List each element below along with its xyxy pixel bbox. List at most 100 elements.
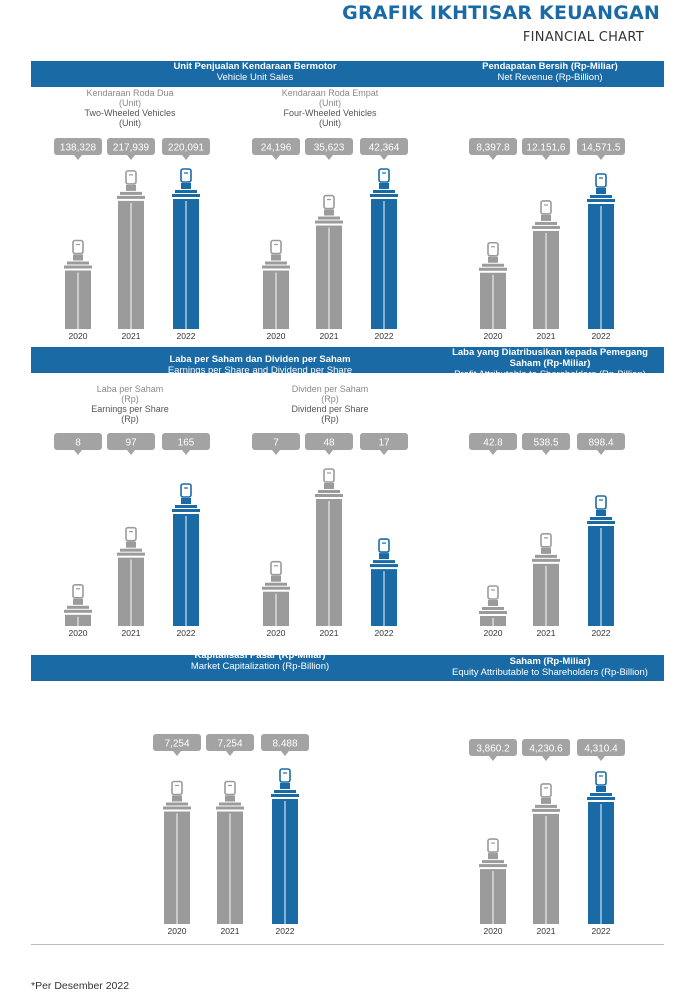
value-callout: 8,397.8 bbox=[469, 138, 517, 160]
data-label: 17 bbox=[378, 438, 390, 449]
chart-4: 8 2020 97 2021 165 2022 bbox=[54, 433, 210, 638]
value-callout: 97 bbox=[107, 433, 155, 455]
market-cap-header: Kapitalisasi Pasar (Rp-Miliar) Market Ca… bbox=[190, 650, 330, 672]
x-tick-label: 2022 bbox=[592, 926, 611, 936]
data-label: 8 bbox=[75, 438, 81, 449]
value-callout: 24,196 bbox=[252, 138, 300, 160]
bar-2020 bbox=[479, 585, 507, 626]
value-callout: 7 bbox=[252, 433, 300, 455]
x-tick-label: 2020 bbox=[484, 926, 503, 936]
bar-2022 bbox=[587, 173, 615, 329]
data-label: 8.488 bbox=[272, 739, 297, 750]
x-tick-label: 2022 bbox=[177, 331, 196, 341]
bar-2020 bbox=[64, 239, 92, 329]
value-callout: 35,623 bbox=[305, 138, 353, 160]
equity-attributable-header: Ekuitas yang Diatribusikan kepada Pemega… bbox=[446, 645, 654, 678]
two-wheel-label: Kendaraan Roda Dua (Unit) Two-Wheeled Ve… bbox=[84, 88, 176, 128]
data-label: 538.5 bbox=[533, 438, 558, 449]
data-label: 217,939 bbox=[113, 143, 150, 154]
data-label: 7,254 bbox=[164, 739, 189, 750]
bar-2022 bbox=[587, 771, 615, 924]
value-callout: 7,254 bbox=[206, 734, 254, 756]
data-label: 35,623 bbox=[314, 143, 345, 154]
data-label: 7 bbox=[273, 438, 279, 449]
value-callout: 898.4 bbox=[577, 433, 625, 455]
value-callout: 12.151,6 bbox=[522, 138, 570, 160]
x-tick-label: 2021 bbox=[537, 331, 556, 341]
data-label: 165 bbox=[178, 438, 195, 449]
value-callout: 4,230.6 bbox=[522, 739, 570, 761]
bar-2022 bbox=[172, 483, 200, 626]
value-callout: 48 bbox=[305, 433, 353, 455]
x-tick-label: 2020 bbox=[484, 628, 503, 638]
value-callout: 3,860.2 bbox=[469, 739, 517, 761]
data-label: 42.8 bbox=[483, 438, 503, 449]
eps-dps-header: Laba per Saham dan Dividen per Saham Ear… bbox=[167, 354, 353, 376]
data-label: 898.4 bbox=[588, 438, 613, 449]
bar-2022 bbox=[172, 168, 200, 329]
x-tick-label: 2021 bbox=[221, 926, 240, 936]
data-label: 48 bbox=[323, 438, 335, 449]
bar-2020 bbox=[262, 560, 290, 626]
value-callout: 42,364 bbox=[360, 138, 408, 160]
bar-2020 bbox=[163, 780, 191, 924]
x-tick-label: 2021 bbox=[122, 331, 141, 341]
x-tick-label: 2021 bbox=[320, 628, 339, 638]
page-title: GRAFIK IKHTISAR KEUANGAN bbox=[342, 2, 660, 24]
bar-2022 bbox=[370, 168, 398, 329]
section-band-1 bbox=[31, 61, 664, 87]
x-tick-label: 2022 bbox=[375, 331, 394, 341]
bar-2021 bbox=[117, 526, 145, 626]
chart-3: 8,397.8 2020 12.151,6 2021 14,571.5 2022 bbox=[469, 138, 625, 341]
x-tick-label: 2022 bbox=[177, 628, 196, 638]
x-tick-label: 2020 bbox=[69, 331, 88, 341]
value-callout: 8 bbox=[54, 433, 102, 455]
footer-divider bbox=[31, 944, 664, 945]
x-tick-label: 2020 bbox=[484, 331, 503, 341]
data-label: 24,196 bbox=[261, 143, 292, 154]
page-subtitle: FINANCIAL CHART bbox=[522, 30, 644, 45]
profit-attributable-header: Laba yang Diatribusikan kepada Pemegang … bbox=[452, 347, 648, 380]
chart-5: 7 2020 48 2021 17 2022 bbox=[252, 433, 408, 638]
bar-2021 bbox=[532, 200, 560, 329]
value-callout: 220,091 bbox=[162, 138, 210, 160]
data-label: 97 bbox=[125, 438, 137, 449]
x-tick-label: 2022 bbox=[592, 628, 611, 638]
chart-6: 42.8 2020 538.5 2021 898.4 2022 bbox=[469, 433, 625, 638]
bar-2021 bbox=[532, 783, 560, 924]
data-label: 7,254 bbox=[217, 739, 242, 750]
data-label: 8,397.8 bbox=[476, 143, 510, 154]
bar-2021 bbox=[315, 468, 343, 626]
bar-2022 bbox=[271, 768, 299, 924]
value-callout: 217,939 bbox=[107, 138, 155, 160]
x-tick-label: 2020 bbox=[267, 628, 286, 638]
data-label: 4,310.4 bbox=[584, 744, 618, 755]
bar-2020 bbox=[262, 239, 290, 329]
x-tick-label: 2022 bbox=[276, 926, 295, 936]
value-callout: 17 bbox=[360, 433, 408, 455]
chart-8: 3,860.2 2020 4,230.6 2021 4,310.4 2022 bbox=[469, 739, 625, 936]
bar-2020 bbox=[479, 241, 507, 329]
value-callout: 8.488 bbox=[261, 734, 309, 756]
dps-label: Dividen per Saham (Rp) Dividend per Shar… bbox=[291, 384, 369, 424]
x-tick-label: 2021 bbox=[320, 331, 339, 341]
bar-2021 bbox=[532, 533, 560, 626]
data-label: 220,091 bbox=[168, 143, 205, 154]
bar-2020 bbox=[479, 838, 507, 924]
data-label: 12.151,6 bbox=[527, 143, 566, 154]
vehicle-sales-header: Unit Penjualan Kendaraan Bermotor Vehicl… bbox=[173, 61, 337, 83]
bar-2021 bbox=[315, 194, 343, 329]
value-callout: 4,310.4 bbox=[577, 739, 625, 761]
section-band-3 bbox=[31, 655, 664, 681]
data-label: 14,571.5 bbox=[582, 143, 621, 154]
x-tick-label: 2022 bbox=[375, 628, 394, 638]
data-label: 138,328 bbox=[60, 143, 97, 154]
chart-1: 138,328 2020 217,939 2021 220,091 2022 bbox=[54, 138, 210, 341]
data-label: 3,860.2 bbox=[476, 744, 510, 755]
four-wheel-label: Kendaraan Roda Empat (Unit) Four-Wheeled… bbox=[281, 88, 379, 128]
eps-label: Laba per Saham (Rp) Earnings per Share (… bbox=[91, 384, 169, 424]
value-callout: 42.8 bbox=[469, 433, 517, 455]
data-label: 42,364 bbox=[369, 143, 400, 154]
x-tick-label: 2020 bbox=[267, 331, 286, 341]
